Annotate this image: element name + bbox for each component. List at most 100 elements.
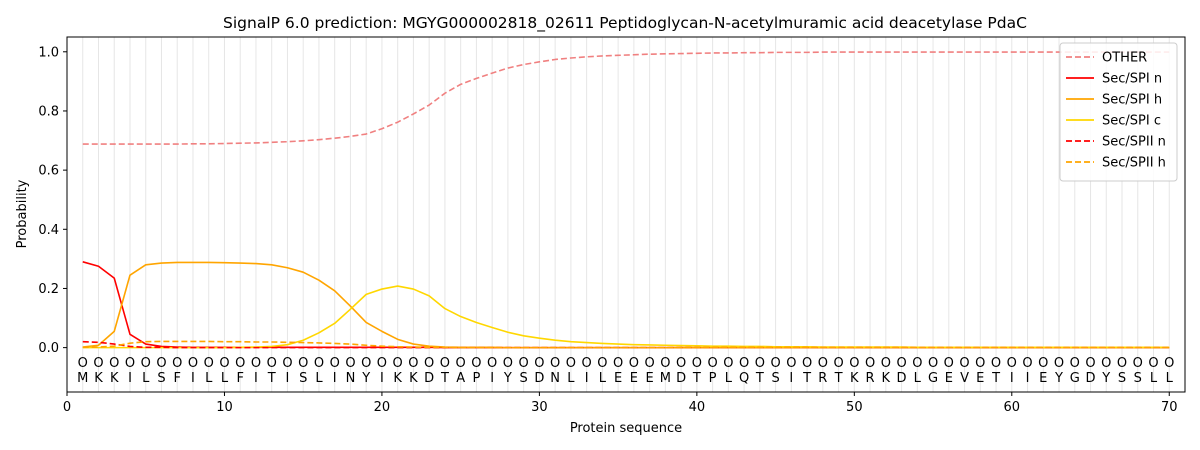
residue-label: I — [490, 371, 494, 386]
region-marker: O — [802, 356, 812, 371]
residue-label: E — [976, 371, 984, 386]
residue-label: L — [205, 371, 213, 386]
residue-label: E — [614, 371, 622, 386]
region-marker: O — [755, 356, 765, 371]
residue-label: L — [315, 371, 323, 386]
series-line-other — [82, 51, 1170, 145]
residue-label: S — [771, 371, 779, 386]
y-axis-label: Probability — [15, 179, 30, 248]
region-marker: O — [471, 356, 481, 371]
residue-label: D — [1086, 371, 1096, 386]
region-marker: O — [928, 356, 938, 371]
residue-label: V — [960, 371, 969, 386]
region-marker: O — [959, 356, 969, 371]
region-marker: O — [896, 356, 906, 371]
residue-label: I — [380, 371, 384, 386]
region-marker: O — [345, 356, 355, 371]
residue-label: E — [630, 371, 638, 386]
residue-label: L — [567, 371, 575, 386]
region-marker: O — [487, 356, 497, 371]
residue-label: L — [1166, 371, 1174, 386]
residue-label: T — [834, 371, 843, 386]
region-marker: O — [944, 356, 954, 371]
region-marker: O — [519, 356, 529, 371]
region-marker: O — [456, 356, 466, 371]
x-axis-ticks: 0 10 20 30 40 50 60 70 — [63, 392, 1178, 415]
legend: OTHER Sec/SPI n Sec/SPI h Sec/SPI c Sec/SPII… — [1059, 42, 1178, 182]
residue-label: K — [850, 371, 859, 386]
region-marker: O — [219, 356, 229, 371]
y-tick-label: 0.4 — [38, 223, 59, 238]
region-marker: O — [172, 356, 182, 371]
region-marker: O — [188, 356, 198, 371]
residue-label: E — [945, 371, 953, 386]
region-marker: O — [1133, 356, 1143, 371]
region-marker: O — [267, 356, 277, 371]
region-marker: O — [1038, 356, 1048, 371]
region-marker: O — [298, 356, 308, 371]
x-tick-label: 60 — [1004, 400, 1021, 415]
residue-label: Y — [361, 371, 370, 386]
sequence-annotations: OMOKOKOIOLOSOFOIOLOLOFOIOTOIOSOLOIONOYOI… — [77, 356, 1174, 386]
residue-label: Y — [503, 371, 512, 386]
residue-label: T — [802, 371, 811, 386]
residue-label: T — [267, 371, 276, 386]
residue-label: L — [221, 371, 229, 386]
residue-label: F — [173, 371, 180, 386]
y-axis-ticks: 0.0 0.2 0.4 0.6 0.8 1.0 — [38, 45, 67, 356]
residue-label: I — [1010, 371, 1014, 386]
region-marker: O — [282, 356, 292, 371]
residue-label: I — [789, 371, 793, 386]
region-marker: O — [676, 356, 686, 371]
y-tick-label: 1.0 — [38, 45, 59, 60]
region-marker: O — [393, 356, 403, 371]
region-marker: O — [1007, 356, 1017, 371]
region-marker: O — [912, 356, 922, 371]
residue-label: R — [818, 371, 827, 386]
residue-label: S — [157, 371, 165, 386]
region-marker: O — [1101, 356, 1111, 371]
residue-label: S — [299, 371, 307, 386]
legend-label: Sec/SPI c — [1102, 114, 1161, 129]
region-marker: O — [597, 356, 607, 371]
region-marker: O — [78, 356, 88, 371]
residue-label: I — [191, 371, 195, 386]
legend-label: OTHER — [1102, 51, 1147, 66]
region-marker: O — [534, 356, 544, 371]
y-tick-label: 0.6 — [38, 164, 59, 179]
region-marker: O — [881, 356, 891, 371]
region-marker: O — [408, 356, 418, 371]
residue-label: D — [897, 371, 907, 386]
y-tick-label: 0.8 — [38, 104, 59, 119]
region-marker: O — [739, 356, 749, 371]
region-marker: O — [613, 356, 623, 371]
series-line-sec-spii-h — [82, 340, 1170, 349]
residue-label: G — [928, 371, 938, 386]
region-marker: O — [377, 356, 387, 371]
vertical-gridlines — [82, 37, 1170, 392]
region-marker: O — [156, 356, 166, 371]
y-tick-label: 0.2 — [38, 282, 59, 297]
plot-frame — [66, 36, 1186, 393]
region-marker: O — [251, 356, 261, 371]
region-marker: O — [692, 356, 702, 371]
region-marker: O — [141, 356, 151, 371]
chart-title: SignalP 6.0 prediction: MGYG000002818_02… — [223, 14, 1027, 33]
residue-label: T — [440, 371, 449, 386]
region-marker: O — [424, 356, 434, 371]
region-marker: O — [786, 356, 796, 371]
region-marker: O — [865, 356, 875, 371]
region-marker: O — [1148, 356, 1158, 371]
x-tick-label: 0 — [63, 400, 71, 415]
residue-label: D — [534, 371, 544, 386]
residue-label: A — [456, 371, 465, 386]
residue-label: T — [755, 371, 764, 386]
region-marker: O — [660, 356, 670, 371]
region-marker: O — [1085, 356, 1095, 371]
residue-label: I — [333, 371, 337, 386]
region-marker: O — [833, 356, 843, 371]
region-marker: O — [1054, 356, 1064, 371]
residue-label: Q — [739, 371, 749, 386]
residue-label: P — [472, 371, 480, 386]
